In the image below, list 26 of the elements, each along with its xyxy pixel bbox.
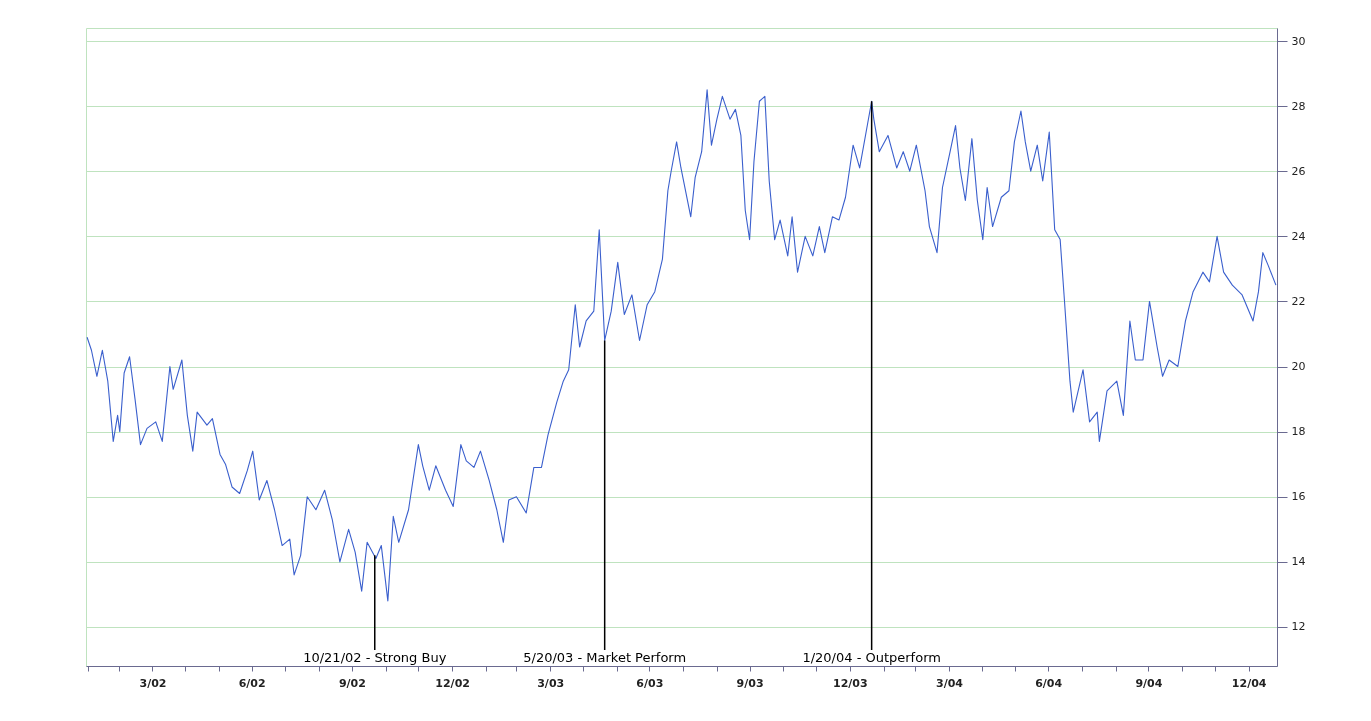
- y-tick-label: 20: [1291, 360, 1306, 374]
- y-tick-label: 24: [1291, 229, 1306, 243]
- x-tick-label: 6/02: [238, 676, 266, 690]
- annotation: 1/20/04 - Outperform: [802, 650, 941, 665]
- line-series: [86, 89, 1277, 602]
- y-tick-label: 30: [1291, 34, 1306, 48]
- x-tick-label: 6/04: [1035, 676, 1063, 690]
- x-tick-label: 12/03: [833, 676, 868, 690]
- y-tick-label: 26: [1291, 164, 1306, 178]
- y-tick-label: 12: [1291, 620, 1306, 634]
- y-tick-label: 18: [1291, 425, 1306, 439]
- x-tick-label: 6/03: [636, 676, 664, 690]
- x-tick-label: 9/03: [736, 676, 764, 690]
- y-tick-label: 28: [1291, 99, 1306, 113]
- x-tick-label: 3/04: [936, 676, 964, 690]
- annotation: 10/21/02 - Strong Buy: [303, 650, 447, 665]
- y-tick-label: 14: [1291, 555, 1306, 569]
- x-tick-label: 9/02: [338, 676, 366, 690]
- x-tick-label: 3/02: [139, 676, 167, 690]
- y-tick-label: 22: [1291, 294, 1306, 308]
- y-tick-label: 16: [1291, 490, 1306, 504]
- x-tick-label: 12/04: [1231, 676, 1267, 690]
- annotation: 5/20/03 - Market Perform: [523, 650, 687, 665]
- x-tick-label: 9/04: [1135, 676, 1163, 690]
- x-tick-label: 12/02: [435, 676, 470, 690]
- x-tick-label: 3/03: [537, 676, 565, 690]
